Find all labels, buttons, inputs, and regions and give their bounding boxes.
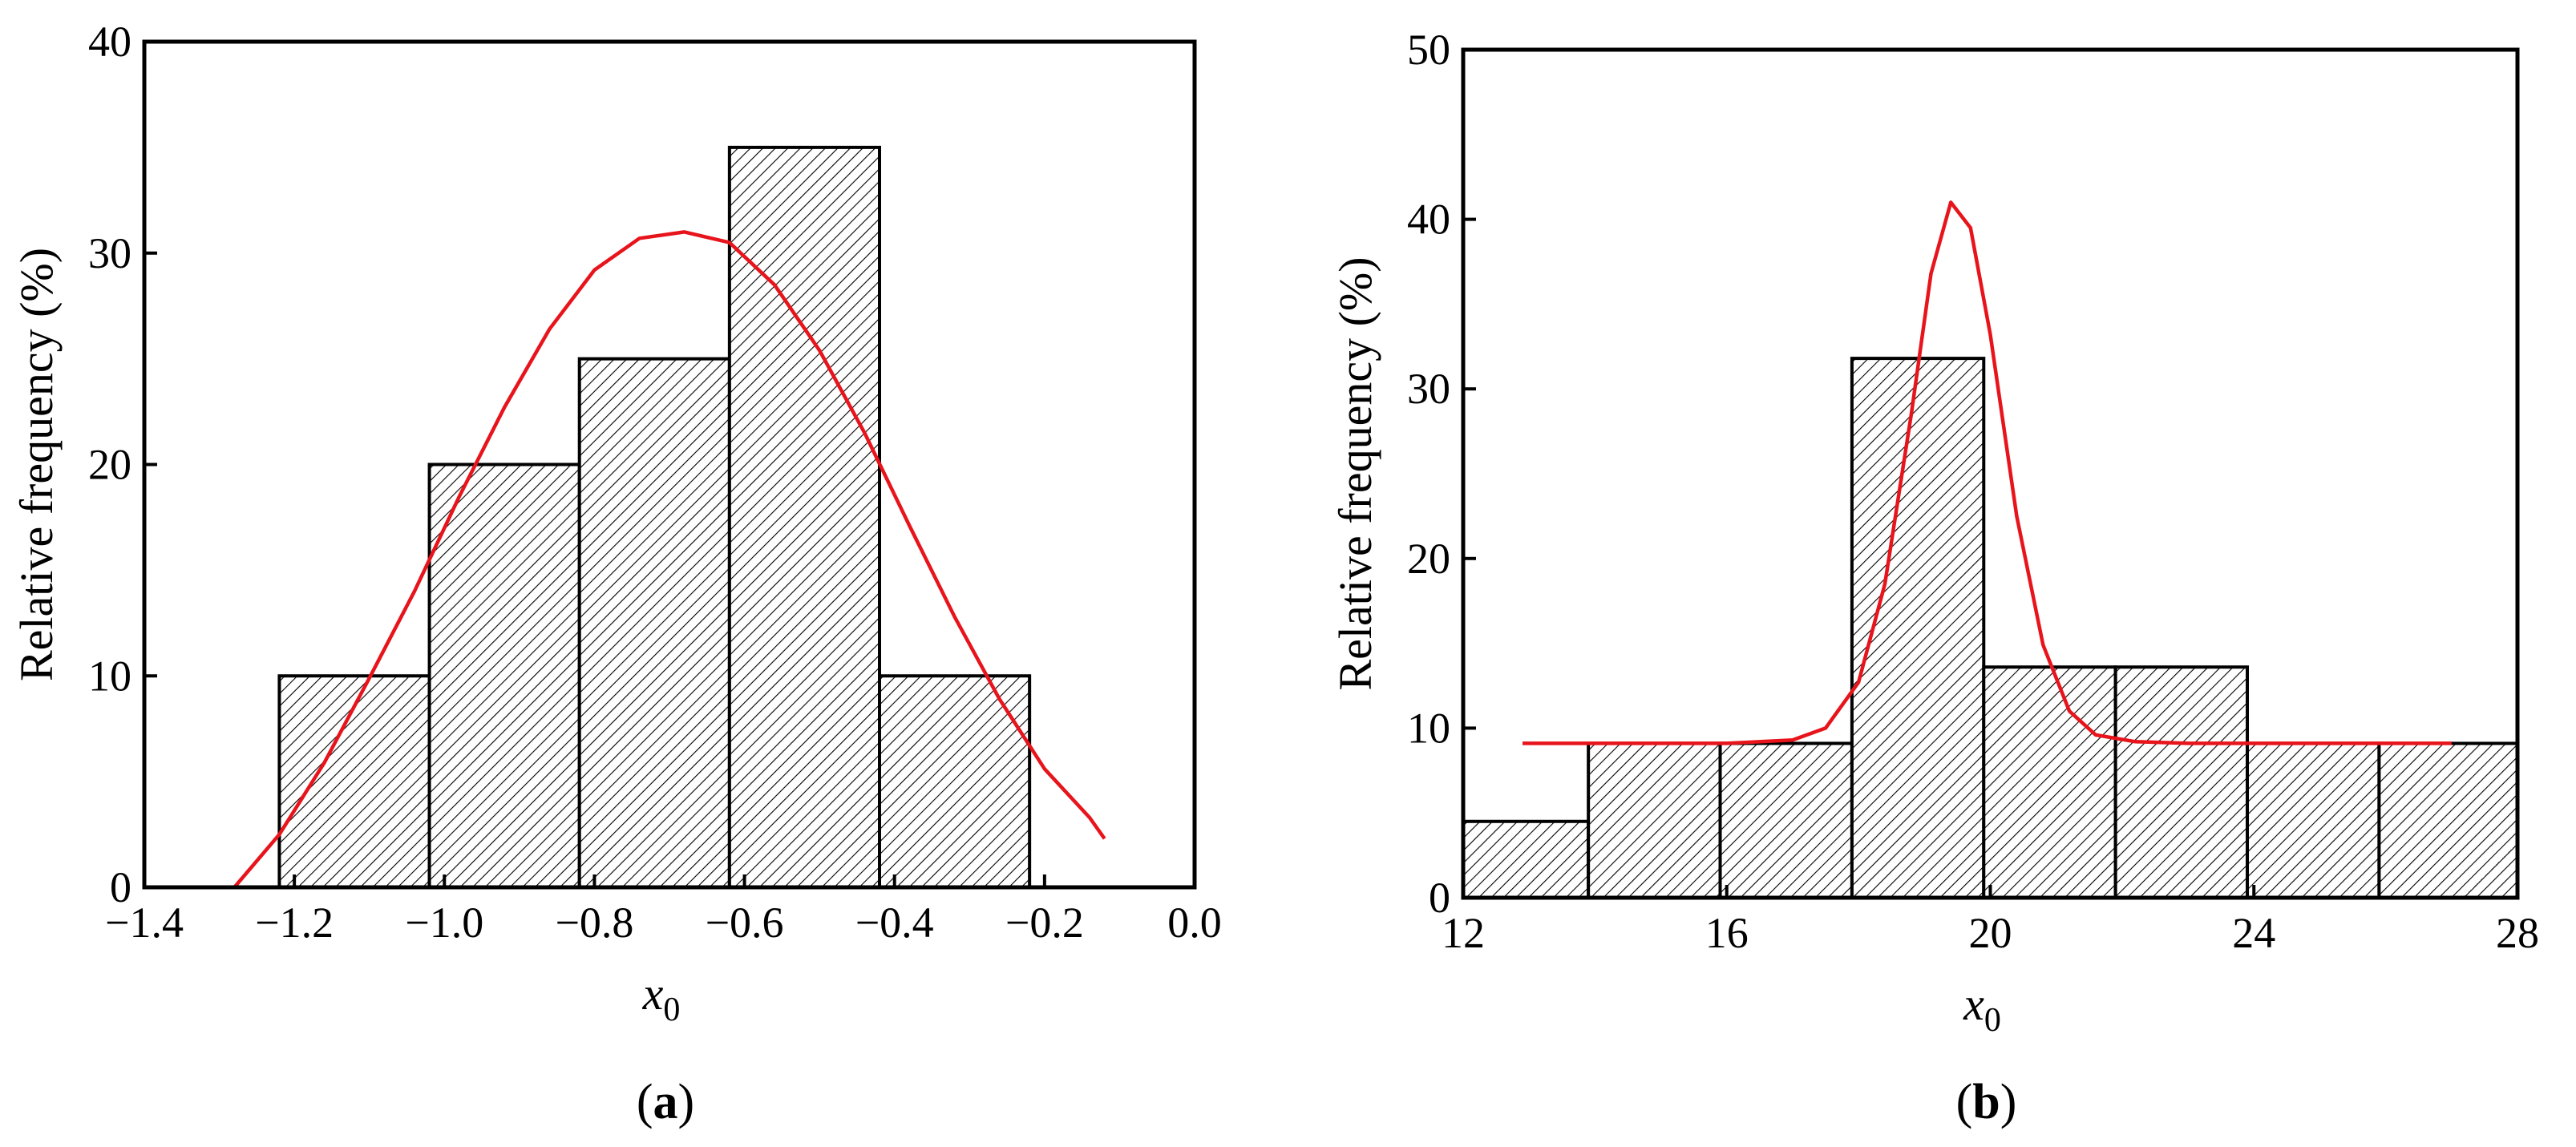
fitted-curve: [1523, 200, 2452, 745]
histogram-bar: [2113, 665, 2250, 899]
panel-caption: (a): [637, 1075, 694, 1129]
y-axis-label: Relative frequency (%): [1329, 256, 1381, 690]
histogram-bar: [1587, 741, 1722, 899]
histogram-bar: [1462, 819, 1591, 900]
x-tick-label: −0.6: [706, 899, 784, 947]
histogram-chart-b: 12 16 20 24 28 0 10 20 30 40 50 Relative frequency …: [1329, 26, 2539, 1129]
histogram-bar: [277, 674, 431, 889]
y-tick-label: 30: [88, 229, 131, 277]
histogram-bar: [577, 357, 731, 889]
x-tick-label: −0.2: [1005, 899, 1084, 947]
y-tick-label: 10: [88, 652, 131, 700]
x-tick-label: 12: [1442, 909, 1485, 957]
histogram-bar: [727, 145, 881, 889]
histogram-bar: [2377, 741, 2519, 899]
y-tick-label: 0: [110, 863, 131, 911]
y-tick-label: 40: [1407, 196, 1450, 244]
y-tick-label: 10: [1407, 704, 1450, 752]
histogram-bar: [1982, 665, 2117, 899]
histogram-chart-a: −1.4 −1.2 −1.0 −0.8 −0.6 −0.4 −0.2 0.0 0 10 20 30 40…: [10, 18, 1222, 1129]
histogram-bar: [1718, 741, 1854, 899]
y-tick-label: 0: [1429, 874, 1450, 922]
y-tick-label: 20: [1407, 535, 1450, 583]
y-tick-label: 30: [1407, 365, 1450, 413]
y-tick-label: 20: [88, 441, 131, 489]
x-tick-label: 20: [1969, 909, 2012, 957]
histogram-bar: [878, 674, 1032, 889]
x-tick-label: −0.8: [555, 899, 633, 947]
x-tick-label: −1.4: [105, 899, 184, 947]
fitted-curve: [233, 230, 1106, 889]
y-axis-label: Relative frequency (%): [10, 248, 63, 681]
y-tick-label: 50: [1407, 26, 1450, 74]
x-tick-label: −1.0: [405, 899, 483, 947]
x-tick-label: 0.0: [1167, 899, 1222, 947]
x-tick-label: 28: [2496, 909, 2539, 957]
y-tick-label: 40: [88, 18, 131, 66]
x-axis-label: x0: [642, 967, 681, 1028]
x-tick-label: 16: [1705, 909, 1749, 957]
x-tick-label: 24: [2232, 909, 2275, 957]
histogram-bar: [2246, 741, 2381, 899]
x-axis-label: x0: [1963, 978, 2001, 1039]
panel-b: 12 16 20 24 28 0 10 20 30 40 50 Relative frequency …: [1291, 0, 2576, 1147]
panel-caption: (b): [1956, 1075, 2017, 1129]
histogram-bar: [427, 462, 581, 889]
panel-a: −1.4 −1.2 −1.0 −0.8 −0.6 −0.4 −0.2 0.0 0 10 20 30 40…: [0, 0, 1251, 1147]
x-tick-label: −1.2: [255, 899, 334, 947]
x-tick-label: −0.4: [855, 899, 934, 947]
